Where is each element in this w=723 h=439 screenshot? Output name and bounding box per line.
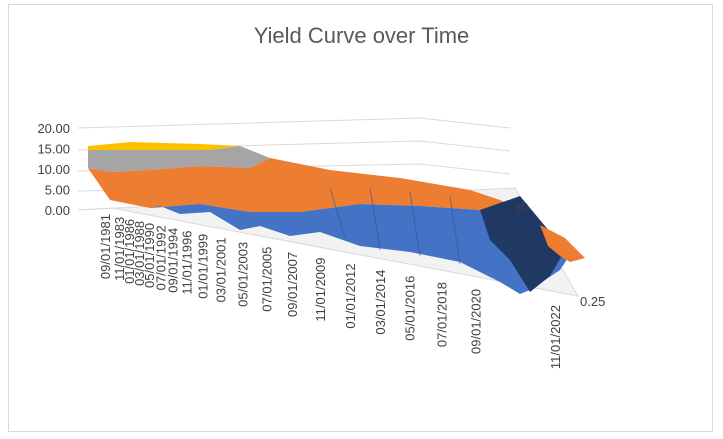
x-tick-label: 09/01/2007: [285, 252, 300, 317]
surface-ridges: [329, 187, 461, 265]
x-tick-label: 03/01/2001: [213, 237, 228, 302]
depth-axis: 300.25: [514, 200, 605, 309]
x-tick-label: 11/01/2022: [548, 305, 563, 369]
z-tick-label: 10.00: [37, 162, 70, 177]
x-tick-label: 11/01/1996: [180, 231, 195, 295]
ridge-line: [409, 191, 421, 257]
z-tick-label: 20.00: [37, 121, 70, 136]
x-tick-label: 11/01/1983: [112, 217, 127, 281]
z-tick-label: 5.00: [45, 183, 70, 198]
surface-band-dark-front: [480, 196, 565, 292]
x-tick-label: 01/01/1999: [196, 234, 211, 299]
x-axis: 09/01/198111/01/198301/01/198603/01/1988…: [98, 214, 563, 369]
x-tick-label: 03/01/1988: [132, 221, 147, 286]
x-tick-label: 03/01/2014: [373, 270, 388, 335]
x-tick-label: 07/01/2018: [435, 282, 450, 347]
surface-band-5-10: [88, 158, 520, 212]
gridline-20: [77, 117, 511, 129]
x-tick-label: 07/01/1992: [154, 225, 169, 290]
x-tick-label: 09/01/1981: [98, 214, 113, 279]
z-tick-label: 0.00: [45, 203, 70, 218]
surface-band-0-5: [150, 204, 570, 294]
depth-tick-label: 30: [514, 200, 528, 215]
ridge-line: [449, 195, 461, 265]
ridge-line: [329, 187, 346, 239]
x-tick-label: 05/01/1990: [142, 223, 157, 288]
z-tick-label: 15.00: [37, 142, 70, 157]
surface-band-orange-right: [540, 225, 585, 262]
x-tick-label: 07/01/2005: [259, 247, 274, 312]
x-tick-label: 05/01/2003: [235, 242, 250, 307]
chart-title: Yield Curve over Time: [253, 23, 470, 48]
x-tick-label: 05/01/2016: [403, 276, 418, 341]
x-tick-label: 09/01/2020: [468, 289, 483, 354]
surface-band-10-15: [88, 146, 270, 172]
x-tick-label: 09/01/1994: [166, 228, 181, 293]
x-tick-label: 01/01/2012: [343, 264, 358, 329]
x-tick-label: 01/01/1986: [122, 219, 137, 284]
ridge-line: [369, 187, 381, 251]
depth-tick-label: 0.25: [580, 294, 605, 309]
z-axis: 20.00 15.00 10.00 5.00 0.00: [37, 121, 70, 218]
x-tick-label: 11/01/2009: [313, 257, 328, 321]
surface-band-15-20: [88, 142, 240, 150]
